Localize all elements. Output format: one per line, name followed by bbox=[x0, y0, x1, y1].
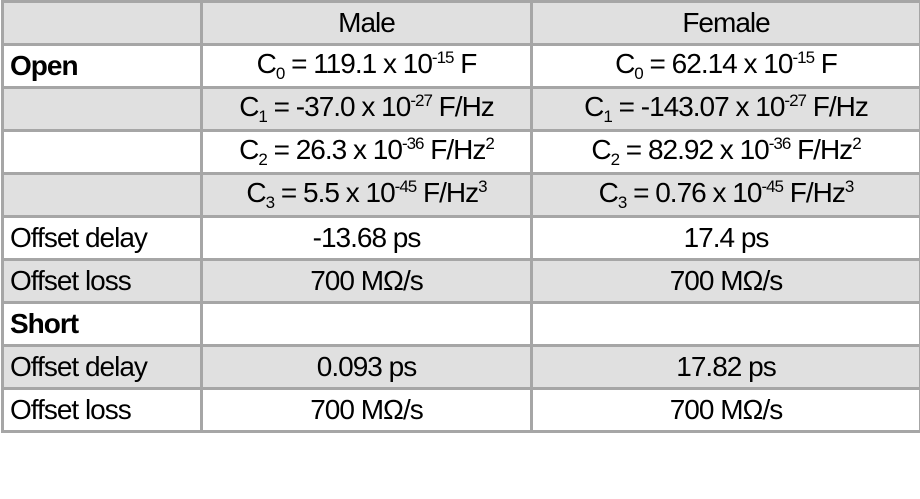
row-label: Offset delay bbox=[1, 215, 203, 261]
value-cell: 17.82 ps bbox=[530, 344, 920, 390]
text: C bbox=[239, 91, 259, 122]
text: = 26.3 x 10 bbox=[266, 134, 403, 165]
header-cell: Male bbox=[200, 0, 533, 46]
text: F/Hz bbox=[783, 177, 846, 208]
value-cell: C3 = 0.76 x 10-45 F/Hz3 bbox=[530, 172, 920, 218]
text: C bbox=[239, 134, 259, 165]
text: F/Hz bbox=[431, 91, 495, 122]
row-label bbox=[1, 172, 203, 218]
text: F bbox=[453, 48, 477, 79]
text: = -37.0 x 10 bbox=[266, 91, 412, 122]
table-row: Short bbox=[1, 301, 920, 347]
value-cell: 700 MΩ/s bbox=[200, 258, 533, 304]
text: C bbox=[598, 177, 619, 208]
subscript: 3 bbox=[265, 193, 276, 212]
table-row: Offset delay -13.68 ps 17.4 ps bbox=[1, 215, 920, 261]
value-cell: C2 = 82.92 x 10-36 F/Hz2 bbox=[530, 129, 920, 175]
row-label: Short bbox=[1, 301, 203, 347]
table-row: Offset loss 700 MΩ/s 700 MΩ/s bbox=[1, 387, 920, 433]
table-body: Male Female Open C0 = 119.1 x 10-15 F C0 = 6… bbox=[1, 0, 920, 433]
text: C bbox=[256, 48, 277, 79]
table-row: C2 = 26.3 x 10-36 F/Hz2 C2 = 82.92 x 10-3… bbox=[1, 129, 920, 175]
text: C bbox=[591, 134, 611, 165]
table-row: Offset delay 0.093 ps 17.82 ps bbox=[1, 344, 920, 390]
table-row: Offset loss 700 MΩ/s 700 MΩ/s bbox=[1, 258, 920, 304]
superscript: 2 bbox=[852, 134, 862, 153]
text: C bbox=[584, 91, 604, 122]
text: = 5.5 x 10 bbox=[274, 177, 396, 208]
header-cell bbox=[1, 0, 203, 46]
value-cell: C0 = 119.1 x 10-15 F bbox=[200, 43, 533, 89]
value-cell: -13.68 ps bbox=[200, 215, 533, 261]
text: F/Hz bbox=[423, 134, 486, 165]
superscript: -15 bbox=[792, 48, 815, 67]
superscript: -27 bbox=[784, 91, 807, 110]
value-cell: C1 = -143.07 x 10-27 F/Hz bbox=[530, 86, 920, 132]
subscript: 0 bbox=[275, 64, 286, 83]
text: F/Hz bbox=[790, 134, 853, 165]
value-cell: 0.093 ps bbox=[200, 344, 533, 390]
table-row: C3 = 5.5 x 10-45 F/Hz3 C3 = 0.76 x 10-45 … bbox=[1, 172, 920, 218]
value-cell: C2 = 26.3 x 10-36 F/Hz2 bbox=[200, 129, 533, 175]
text: F/Hz bbox=[805, 91, 869, 122]
value-cell bbox=[530, 301, 920, 347]
subscript: 2 bbox=[610, 150, 621, 169]
value-cell: 17.4 ps bbox=[530, 215, 920, 261]
value-cell: C1 = -37.0 x 10-27 F/Hz bbox=[200, 86, 533, 132]
text: = -143.07 x 10 bbox=[611, 91, 786, 122]
header-row: Male Female bbox=[1, 0, 920, 46]
superscript: 3 bbox=[844, 177, 855, 196]
superscript: -45 bbox=[761, 177, 784, 196]
row-label: Offset delay bbox=[1, 344, 203, 390]
row-label: Open bbox=[1, 43, 203, 89]
text: = 119.1 x 10 bbox=[284, 48, 433, 79]
value-cell bbox=[200, 301, 533, 347]
row-label bbox=[1, 86, 203, 132]
subscript: 2 bbox=[258, 150, 268, 169]
text: F/Hz bbox=[416, 177, 479, 208]
row-label: Offset loss bbox=[1, 387, 203, 433]
value-cell: 700 MΩ/s bbox=[200, 387, 533, 433]
data-table: Male Female Open C0 = 119.1 x 10-15 F C0 = 6… bbox=[1, 0, 920, 433]
subscript: 3 bbox=[617, 193, 628, 212]
superscript: -27 bbox=[410, 91, 433, 110]
superscript: 3 bbox=[478, 177, 488, 196]
row-label: Offset loss bbox=[1, 258, 203, 304]
superscript: -15 bbox=[431, 48, 455, 67]
subscript: 1 bbox=[603, 107, 613, 126]
subscript: 0 bbox=[634, 64, 644, 83]
superscript: -45 bbox=[394, 177, 418, 196]
table-row: C1 = -37.0 x 10-27 F/Hz C1 = -143.07 x 10… bbox=[1, 86, 920, 132]
row-label bbox=[1, 129, 203, 175]
superscript: 2 bbox=[485, 134, 495, 153]
subscript: 1 bbox=[258, 107, 268, 126]
text: = 0.76 x 10 bbox=[626, 177, 762, 208]
superscript: -36 bbox=[768, 134, 792, 153]
text: F bbox=[814, 48, 838, 79]
text: C bbox=[615, 48, 635, 79]
value-cell: C0 = 62.14 x 10-15 F bbox=[530, 43, 920, 89]
value-cell: 700 MΩ/s bbox=[530, 387, 920, 433]
text: = 62.14 x 10 bbox=[642, 48, 794, 79]
text: C bbox=[246, 177, 266, 208]
header-cell: Female bbox=[530, 0, 920, 46]
value-cell: C3 = 5.5 x 10-45 F/Hz3 bbox=[200, 172, 533, 218]
text: = 82.92 x 10 bbox=[619, 134, 770, 165]
value-cell: 700 MΩ/s bbox=[530, 258, 920, 304]
superscript: -36 bbox=[401, 134, 425, 153]
table-row: Open C0 = 119.1 x 10-15 F C0 = 62.14 x 10-… bbox=[1, 43, 920, 89]
